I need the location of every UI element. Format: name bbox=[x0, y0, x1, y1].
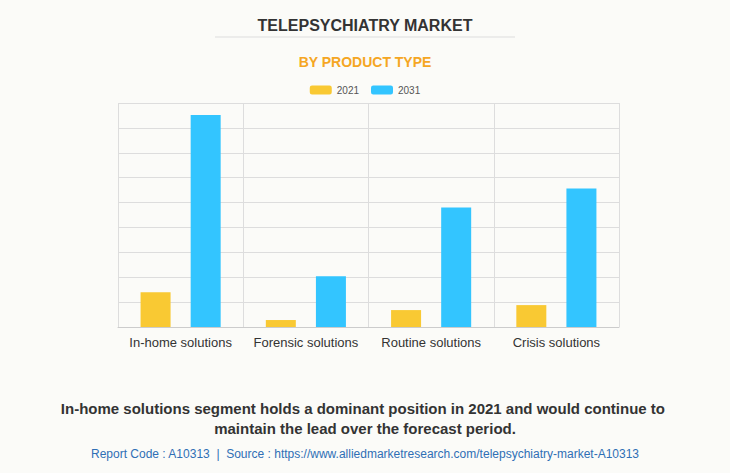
svg-text:2021: 2021 bbox=[337, 85, 360, 96]
svg-text:Forensic solutions: Forensic solutions bbox=[253, 335, 358, 350]
svg-text:In-home solutions segment hold: In-home solutions segment holds a domina… bbox=[61, 400, 669, 417]
svg-text:TELEPSYCHIATRY MARKET: TELEPSYCHIATRY MARKET bbox=[258, 17, 473, 34]
svg-text:Crisis solutions: Crisis solutions bbox=[513, 335, 601, 350]
svg-text:2031: 2031 bbox=[398, 85, 421, 96]
svg-text:Report Code : A10313 | Sourc: Report Code : A10313 | Source : https://… bbox=[91, 447, 639, 461]
svg-text:BY PRODUCT TYPE: BY PRODUCT TYPE bbox=[299, 54, 432, 70]
svg-text:maintain the lead over the for: maintain the lead over the forecast peri… bbox=[214, 420, 516, 437]
svg-text:Routine solutions: Routine solutions bbox=[381, 335, 481, 350]
svg-text:In-home solutions: In-home solutions bbox=[129, 335, 232, 350]
